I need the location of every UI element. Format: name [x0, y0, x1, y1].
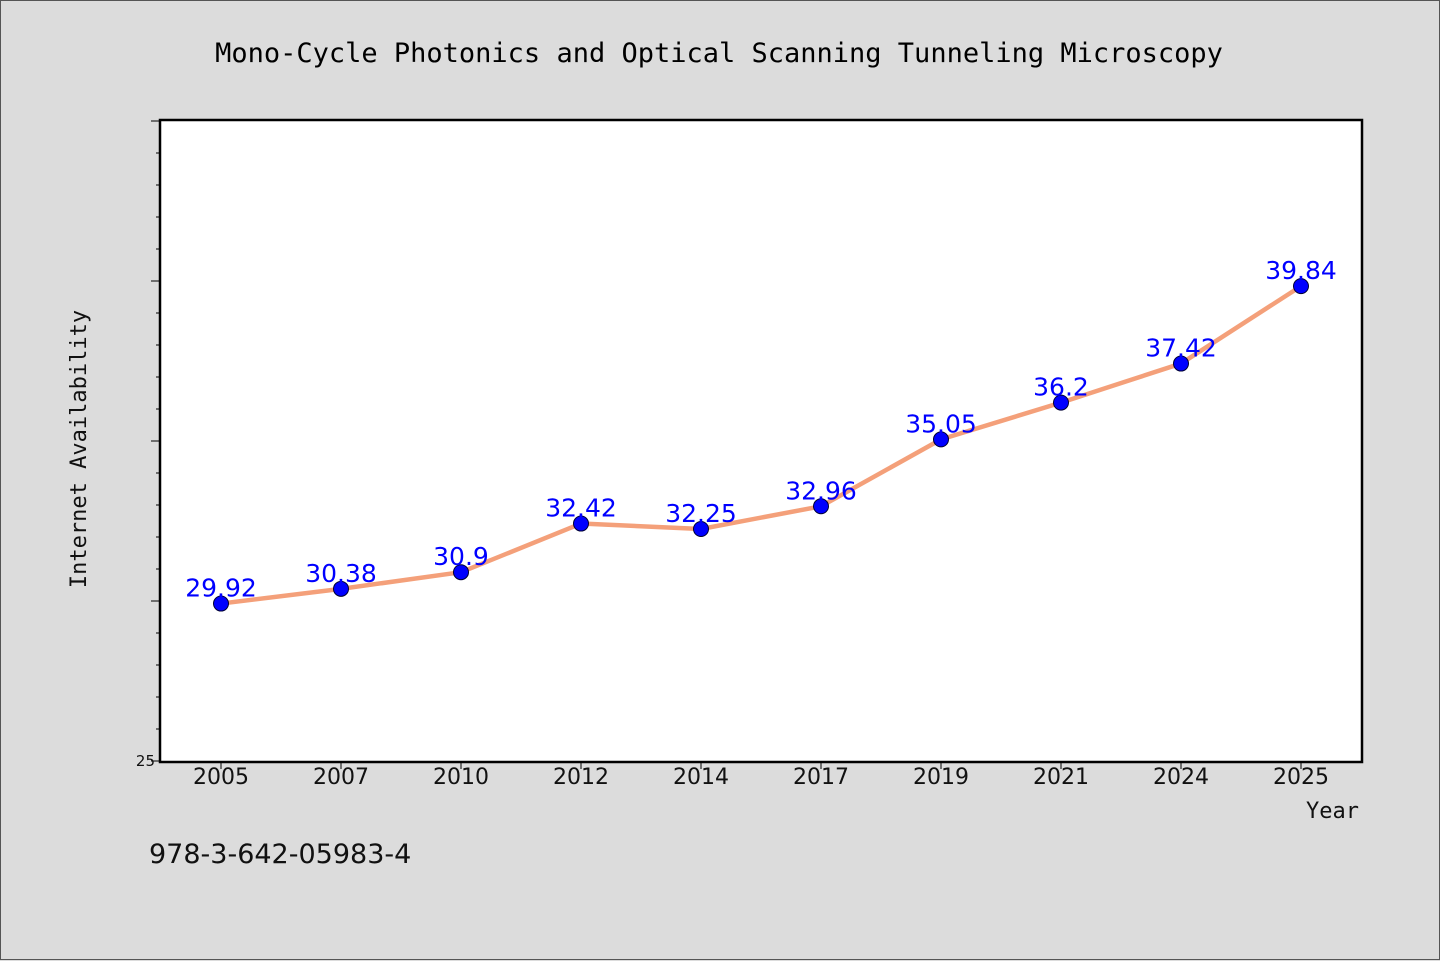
- data-label: 39.84: [1265, 256, 1337, 285]
- data-label: 32.96: [785, 476, 857, 505]
- data-point: [213, 595, 229, 612]
- data-point: [1053, 394, 1069, 411]
- data-point: [453, 564, 469, 581]
- x-tick-label: 2007: [313, 765, 369, 790]
- y-tick-label: 25: [136, 752, 155, 770]
- data-point: [933, 431, 949, 448]
- chart-title: Mono-Cycle Photonics and Optical Scannin…: [215, 38, 1223, 69]
- data-point: [573, 515, 589, 532]
- x-tick-label: 2017: [793, 765, 849, 790]
- x-tick-label: 2010: [433, 765, 489, 790]
- x-axis-label: Year: [1306, 799, 1359, 824]
- data-label: 37.42: [1145, 334, 1217, 363]
- data-point: [1173, 355, 1189, 372]
- data-label: 32.42: [545, 494, 617, 523]
- footer-isbn: 978-3-642-05983-4: [149, 839, 411, 870]
- data-label: 29.92: [185, 574, 257, 603]
- data-point: [1293, 278, 1309, 295]
- x-tick-label: 2014: [673, 765, 729, 790]
- series-line: [218, 283, 1304, 606]
- data-label: 32.25: [665, 499, 737, 528]
- data-label: 36.2: [1033, 373, 1089, 402]
- x-tick-label: 2025: [1273, 765, 1329, 790]
- x-tick-label: 2024: [1153, 765, 1209, 790]
- data-point: [813, 498, 829, 515]
- x-tick-label: 2019: [913, 765, 969, 790]
- data-label: 30.38: [305, 559, 377, 588]
- x-tick-label: 2021: [1033, 765, 1089, 790]
- x-axis-ticks: 2005 2007 2010 2012 2014 2017 2019 2021 2024 2025: [193, 761, 1329, 790]
- series-layer: 29.92 30.38 30.9 32.42 32.25 32.96 35.05 36.2 37…: [185, 256, 1337, 612]
- data-point: [333, 580, 349, 597]
- y-axis-ticks: 25: [136, 120, 161, 770]
- plot-area: [158, 118, 1364, 764]
- x-tick-label: 2012: [553, 765, 609, 790]
- data-label: 35.05: [905, 409, 977, 438]
- data-label: 30.9: [433, 542, 489, 571]
- data-point: [693, 521, 709, 537]
- y-axis-label: Internet Availability: [67, 310, 92, 588]
- x-tick-label: 2005: [193, 765, 249, 790]
